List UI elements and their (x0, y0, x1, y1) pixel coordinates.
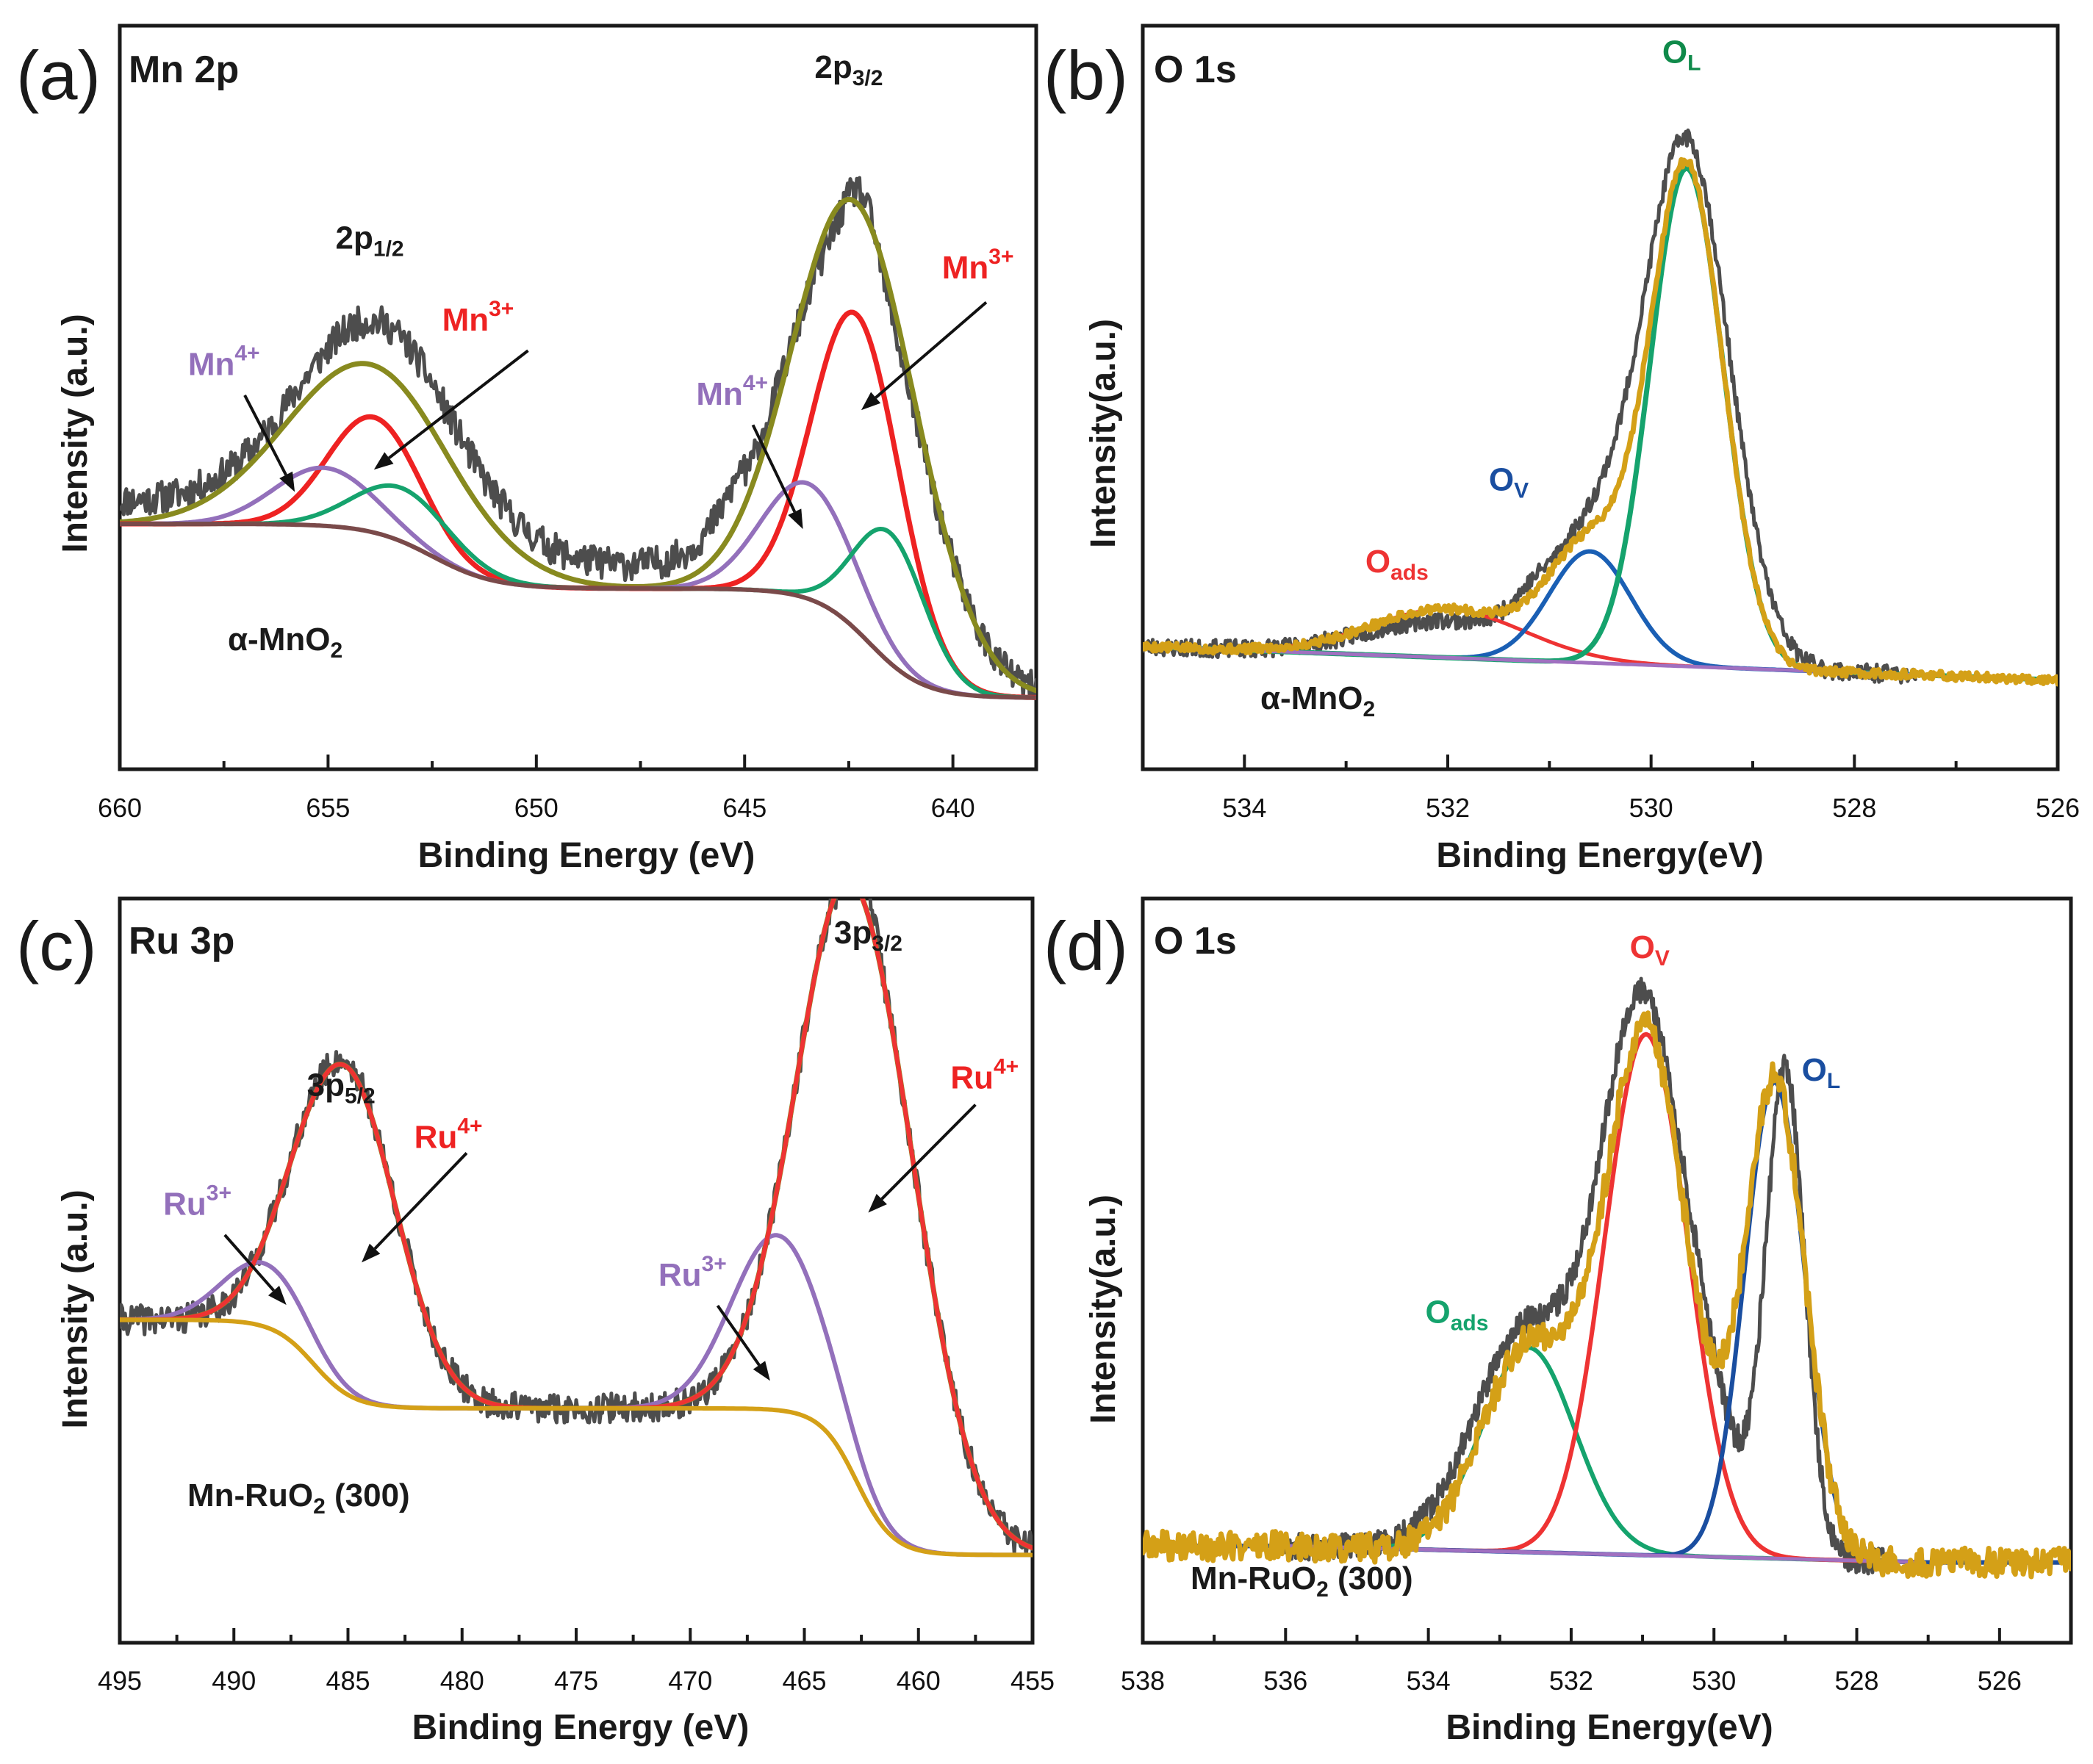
panel-a-peak-label: Mn3+ (442, 297, 514, 338)
panel-a-letter: (a) (16, 37, 101, 114)
panel-a-peak-label: Mn4+ (696, 371, 768, 412)
panel-d-xlabel: Binding Energy(eV) (1446, 1708, 1773, 1747)
panel-b-sample-label: α-MnO2 (1260, 680, 1375, 721)
panel-c-ylabel: Intensity (a.u.) (56, 1189, 95, 1428)
panel-c-peak-label: Ru3+ (163, 1181, 231, 1223)
panel-a-series-background (120, 522, 1036, 700)
panel-d-ylabel: Intensity(a.u.) (1084, 1195, 1123, 1424)
panel-c-peak-label: Ru4+ (414, 1114, 483, 1155)
panel-b-peak-label: OV (1489, 462, 1529, 503)
panel-b-peak-label: Oads (1365, 544, 1429, 585)
panel-d-peak-label: OL (1802, 1052, 1841, 1093)
panel-b-peak-label: OL (1662, 35, 1701, 76)
panel-d: (d) O 1s Binding Energy(eV) Intensity(a.… (1044, 896, 2073, 1747)
panel-c-tick-label: 465 (782, 1666, 826, 1696)
panel-b-title: O 1s (1154, 48, 1237, 91)
panel-c-peak-label: 3p3/2 (834, 915, 902, 956)
panel-c: (c) Ru 3p Binding Energy (eV) Intensity … (16, 896, 1055, 1747)
panel-a-tick-label: 655 (306, 793, 350, 823)
panel-c-tick-label: 460 (897, 1666, 941, 1696)
panel-c-peak-label: 3p5/2 (307, 1067, 376, 1108)
panel-a-arrow (373, 349, 529, 470)
panel-c-tick-label: 495 (98, 1666, 142, 1696)
panel-d-letter: (d) (1044, 907, 1128, 984)
panel-c-tick-label: 470 (668, 1666, 712, 1696)
panel-a-title: Mn 2p (129, 48, 239, 91)
panel-b-series-fitted-envelope (1143, 156, 2058, 687)
panel-d-title: O 1s (1154, 920, 1237, 962)
panel-a-sample-label: α-MnO2 (228, 622, 342, 663)
panel-d-plot-area (1143, 976, 2071, 1580)
panel-d-peak-label: OV (1630, 929, 1670, 971)
panel-c-tick-label: 485 (326, 1666, 370, 1696)
panel-c-tick-label: 455 (1010, 1666, 1055, 1696)
panel-d-tick-label: 532 (1549, 1666, 1593, 1696)
panel-a-tick-label: 660 (98, 793, 142, 823)
panel-a-frame (118, 24, 1038, 771)
panel-c-sample-label: Mn-RuO2 (300) (187, 1477, 410, 1519)
panel-d-tick-label: 530 (1692, 1666, 1736, 1696)
panel-c-xlabel: Binding Energy (eV) (412, 1708, 750, 1747)
panel-a-ylabel: Intensity (a.u.) (56, 314, 95, 552)
panel-c-title: Ru 3p (129, 920, 234, 962)
panel-c-tick-label: 475 (554, 1666, 598, 1696)
panel-a-xlabel: Binding Energy (eV) (418, 836, 755, 875)
panel-b-plot-area (1143, 128, 2058, 687)
panel-b-tick-label: 534 (1222, 793, 1266, 823)
panel-d-tick-label: 526 (1978, 1666, 2022, 1696)
panel-d-sample-label: Mn-RuO2 (300) (1191, 1560, 1413, 1602)
panel-d-tick-label: 536 (1263, 1666, 1307, 1696)
panel-c-tick-label: 480 (440, 1666, 484, 1696)
panel-a-arrow (243, 395, 295, 492)
panel-a-plot-area (120, 176, 1036, 700)
panel-d-tick-label: 538 (1121, 1666, 1165, 1696)
panel-a: (a) Mn 2p Binding Energy (eV) Intensity … (16, 24, 1038, 875)
panel-b-ylabel: Intensity(a.u.) (1084, 319, 1123, 548)
panel-d-series-fitted-envelope (1143, 1010, 2071, 1580)
panel-d-peak-label: Oads (1426, 1294, 1489, 1335)
panel-c-peak-label: Ru4+ (950, 1054, 1019, 1095)
panel-b-xlabel: Binding Energy(eV) (1436, 836, 1763, 875)
panel-a-series-fitted-envelope (120, 197, 1036, 694)
panel-b-tick-label: 530 (1629, 793, 1673, 823)
panel-c-letter: (c) (16, 907, 97, 984)
panel-c-arrow (868, 1104, 977, 1213)
panel-b-frame (1141, 24, 2060, 771)
panel-c-tick-label: 490 (212, 1666, 256, 1696)
panel-c-arrow (716, 1304, 770, 1381)
panel-b-letter: (b) (1044, 37, 1128, 114)
panel-a-peak-label: Mn3+ (942, 245, 1014, 286)
panel-c-series-background (120, 1317, 1033, 1558)
panel-c-arrow (362, 1152, 468, 1263)
panel-a-arrow (861, 300, 988, 411)
panel-d-tick-label: 528 (1834, 1666, 1878, 1696)
panel-a-tick-label: 640 (931, 793, 975, 823)
panel-a-tick-label: 650 (514, 793, 559, 823)
panel-a-peak-label: Mn4+ (188, 342, 260, 383)
panel-b-tick-label: 532 (1426, 793, 1470, 823)
panel-b-tick-label: 528 (1832, 793, 1876, 823)
panel-c-arrow (223, 1234, 287, 1306)
panel-c-peak-label: Ru3+ (658, 1252, 727, 1293)
panel-a-peak-label: 2p1/2 (336, 220, 404, 262)
panel-b: (b) O 1s Binding Energy(eV) Intensity(a.… (1044, 24, 2080, 875)
panel-a-tick-label: 645 (722, 793, 767, 823)
panel-d-frame (1141, 896, 2073, 1645)
panel-d-series-raw-data (1283, 976, 1887, 1576)
panel-b-tick-label: 526 (2036, 793, 2080, 823)
panel-d-tick-label: 534 (1407, 1666, 1451, 1696)
panel-a-peak-label: 2p3/2 (814, 49, 883, 90)
panel-c-plot-area (120, 899, 1033, 1558)
panel-a-arrow (751, 424, 803, 530)
